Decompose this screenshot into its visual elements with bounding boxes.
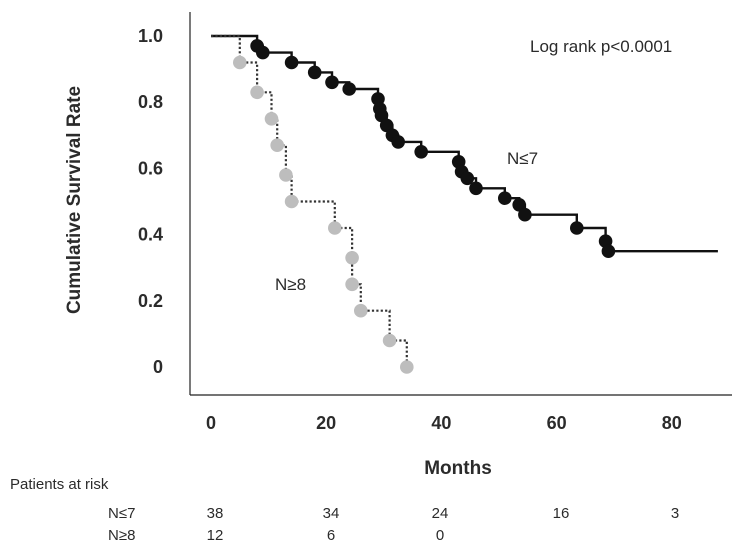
censor-marker <box>460 171 475 186</box>
axes <box>189 12 732 396</box>
censor-marker <box>570 221 584 235</box>
censor-marker <box>325 75 339 90</box>
x-tick-label: 80 <box>662 413 682 433</box>
censor-marker <box>391 135 406 149</box>
risk-row-label: N≥8 <box>108 527 135 544</box>
risk-cell: 38 <box>207 505 224 522</box>
censor-marker <box>307 65 322 80</box>
censor-marker <box>498 191 512 205</box>
censor-marker <box>328 221 342 235</box>
censor-marker <box>250 85 264 100</box>
series-line-1 <box>211 34 408 367</box>
y-tick-label: 1.0 <box>138 26 163 46</box>
censor-marker <box>284 194 299 209</box>
log-rank-annotation: Log rank p<0.0001 <box>530 37 672 56</box>
x-tick-label: 20 <box>316 413 336 433</box>
risk-row-label: N≤7 <box>108 505 135 522</box>
risk-cell: 34 <box>323 505 340 522</box>
censor-marker <box>400 360 414 374</box>
risk-cell: 24 <box>432 505 449 522</box>
censor-marker <box>342 82 357 96</box>
series-label-n-le-7: N≤7 <box>507 149 538 168</box>
x-tick-label: 40 <box>431 413 451 433</box>
censor-marker <box>414 145 429 159</box>
censor-marker <box>345 250 359 265</box>
censor-marker <box>233 55 247 70</box>
censor-marker <box>469 181 483 196</box>
censor-marker <box>264 112 279 126</box>
y-tick-labels: 0 0.2 0.4 0.6 0.8 1.0 <box>138 26 163 377</box>
risk-table: Patients at risk N≤7 N≥8 38 34 24 16 3 1… <box>10 476 679 544</box>
y-tick-label: 0.6 <box>138 158 163 178</box>
censor-marker <box>512 198 526 212</box>
x-axis-title: Months <box>424 458 492 479</box>
y-tick-label: 0 <box>153 357 163 377</box>
risk-cell: 6 <box>327 527 335 544</box>
censor-marker <box>374 108 389 123</box>
x-tick-labels: 0 20 40 60 80 <box>206 413 682 433</box>
censor-marker <box>518 207 532 222</box>
x-tick-label: 0 <box>206 413 216 433</box>
y-axis-title: Cumulative Survival Rate <box>64 86 85 314</box>
y-tick-label: 0.8 <box>138 92 163 112</box>
series-line-0 <box>211 34 718 253</box>
risk-cell: 0 <box>436 527 444 544</box>
censor-marker <box>255 45 270 60</box>
censor-marker <box>354 303 368 318</box>
censor-marker <box>382 333 397 348</box>
censor-marker <box>270 138 285 152</box>
risk-table-title: Patients at risk <box>10 476 109 493</box>
risk-cell: 16 <box>553 505 570 522</box>
risk-cell: 3 <box>671 505 679 522</box>
y-tick-label: 0.4 <box>138 225 163 245</box>
y-tick-label: 0.2 <box>138 291 163 311</box>
series-label-n-ge-8: N≥8 <box>275 275 306 294</box>
x-tick-label: 60 <box>547 413 567 433</box>
censor-marker <box>345 277 359 292</box>
censor-marker <box>284 55 299 70</box>
censor-marker <box>601 244 616 258</box>
censor-markers <box>233 39 616 374</box>
risk-cell: 12 <box>207 527 224 544</box>
censor-marker <box>279 168 293 182</box>
censor-marker <box>379 118 394 133</box>
